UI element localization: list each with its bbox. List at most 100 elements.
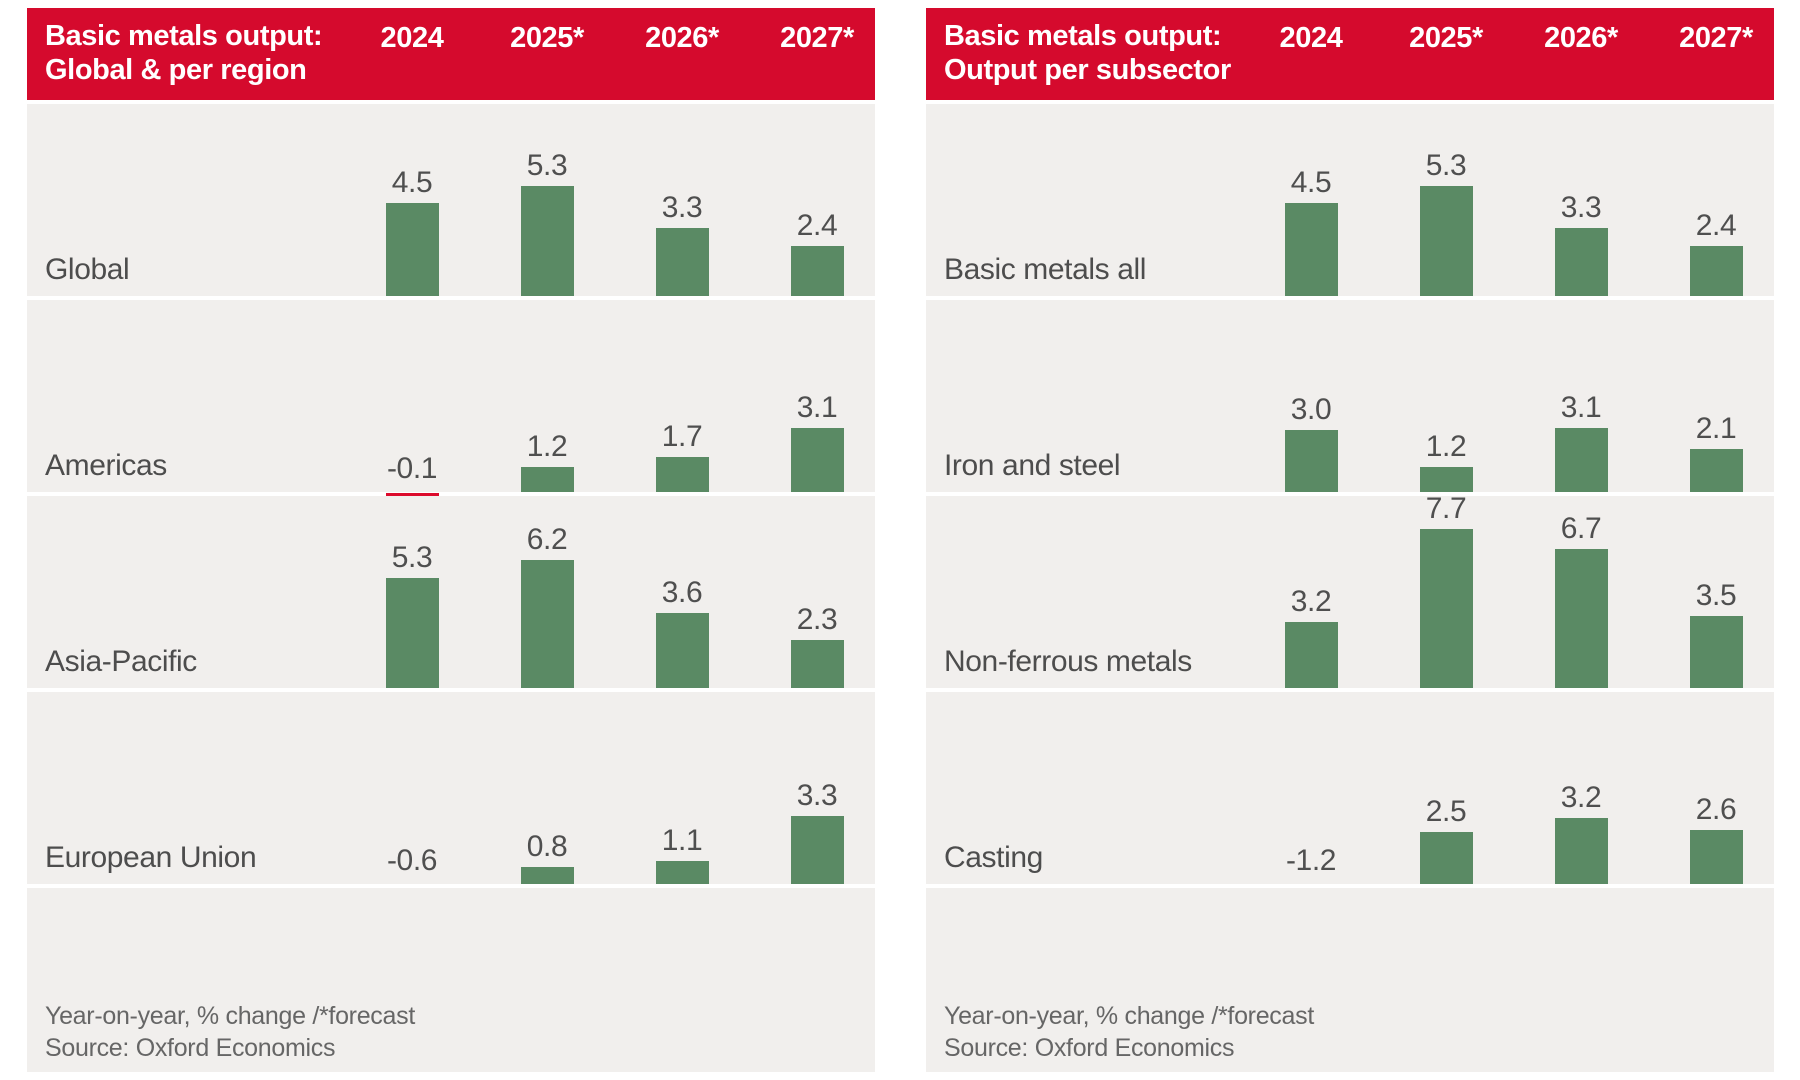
bar-positive (520, 560, 574, 688)
chart-title-line1: Basic metals output: (45, 20, 323, 52)
chart-title-line2: Output per subsector (944, 54, 1231, 86)
chart-footnote: Year-on-year, % change /*forecast (45, 1002, 415, 1030)
bar-positive (1419, 529, 1473, 688)
year-label: 2024 (380, 22, 444, 54)
bar-positive (655, 613, 709, 688)
value-label: 2.4 (796, 209, 838, 242)
value-label: 2.6 (1695, 793, 1737, 826)
panel-header: Basic metals output: Global & per region… (27, 8, 875, 100)
chart-rows: Global 4.5 5.3 3.3 2.4 Americas -0.1 1.2 1.7 3.1 A… (27, 104, 875, 900)
panel-header: Basic metals output: Output per subsecto… (926, 8, 1774, 100)
value-label: 3.2 (1560, 781, 1602, 814)
bar-positive (520, 467, 574, 492)
value-label: 0.8 (526, 830, 568, 863)
chart-row: Americas -0.1 1.2 1.7 3.1 (27, 300, 875, 497)
row-label: Basic metals all (944, 253, 1147, 286)
value-label: 4.5 (391, 166, 433, 199)
bar-positive (1689, 616, 1743, 688)
bar-positive (1419, 186, 1473, 296)
bar-positive (1689, 246, 1743, 296)
value-label: 4.5 (1290, 166, 1332, 199)
panel-footer: Year-on-year, % change /*forecast Source… (926, 888, 1774, 1072)
chart-source: Source: Oxford Economics (944, 1034, 1235, 1062)
value-label: 1.2 (1425, 430, 1467, 463)
value-label: 3.3 (796, 779, 838, 812)
value-label: 3.3 (661, 191, 703, 224)
chart-row: Global 4.5 5.3 3.3 2.4 (27, 104, 875, 296)
chart-row: Casting -1.2 2.5 3.2 2.6 (926, 692, 1774, 913)
value-label: -0.1 (386, 452, 438, 485)
bar-positive (520, 186, 574, 296)
chart-title-line2: Global & per region (45, 54, 307, 86)
row-label: Non-ferrous metals (944, 645, 1192, 678)
header-columns: 2024 2025* 2026* 2027* (27, 8, 875, 100)
year-label: 2025* (510, 22, 584, 54)
panel-global-per-region: Basic metals output: Global & per region… (27, 8, 875, 1072)
bar-positive (1554, 428, 1608, 492)
bar-positive (1419, 832, 1473, 884)
bar-positive (790, 640, 844, 688)
row-label: Iron and steel (944, 449, 1121, 482)
value-label: -1.2 (1285, 844, 1337, 877)
value-label: 3.1 (1560, 391, 1602, 424)
bar-positive (655, 861, 709, 884)
bar-positive (1284, 430, 1338, 492)
chart-title-line1: Basic metals output: (944, 20, 1222, 52)
value-label: 1.7 (661, 420, 703, 453)
chart-row: Iron and steel 3.0 1.2 3.1 2.1 (926, 300, 1774, 492)
chart-rows: Basic metals all 4.5 5.3 3.3 2.4 Iron and ste… (926, 104, 1774, 913)
bar-positive (655, 228, 709, 296)
row-label: Casting (944, 841, 1043, 874)
value-label: 2.5 (1425, 795, 1467, 828)
bar-positive (520, 867, 574, 884)
header-columns: 2024 2025* 2026* 2027* (926, 8, 1774, 100)
year-label: 2026* (645, 22, 719, 54)
value-label: 2.4 (1695, 209, 1737, 242)
chart-row: Asia-Pacific 5.3 6.2 3.6 2.3 (27, 496, 875, 688)
bar-negative (385, 493, 439, 497)
chart-title: Basic metals output: Global & per region (45, 19, 323, 87)
bar-positive (790, 816, 844, 884)
bar-positive (790, 428, 844, 492)
value-label: 3.1 (796, 391, 838, 424)
value-label: 7.7 (1425, 492, 1467, 525)
row-label: Americas (45, 449, 167, 482)
bar-positive (655, 457, 709, 492)
bar-positive (1554, 818, 1608, 884)
chart-row: Non-ferrous metals 3.2 7.7 6.7 3.5 (926, 492, 1774, 688)
chart-title: Basic metals output: Output per subsecto… (944, 19, 1231, 87)
panel-footer: Year-on-year, % change /*forecast Source… (27, 888, 875, 1072)
bar-positive (790, 246, 844, 296)
value-label: 1.2 (526, 430, 568, 463)
value-label: 3.3 (1560, 191, 1602, 224)
value-label: 3.6 (661, 576, 703, 609)
value-label: 5.3 (391, 541, 433, 574)
value-label: 3.0 (1290, 393, 1332, 426)
bar-positive (385, 578, 439, 688)
bar-positive (1554, 228, 1608, 296)
bar-positive (1689, 449, 1743, 492)
value-label: -0.6 (386, 844, 438, 877)
value-label: 3.5 (1695, 579, 1737, 612)
year-label: 2026* (1544, 22, 1618, 54)
value-label: 3.2 (1290, 585, 1332, 618)
bar-positive (385, 203, 439, 296)
chart-row: Basic metals all 4.5 5.3 3.3 2.4 (926, 104, 1774, 296)
year-label: 2024 (1279, 22, 1343, 54)
value-label: 6.2 (526, 523, 568, 556)
bar-positive (1284, 622, 1338, 688)
value-label: 5.3 (526, 149, 568, 182)
chart-source: Source: Oxford Economics (45, 1034, 336, 1062)
row-label: Global (45, 253, 130, 286)
panel-output-per-subsector: Basic metals output: Output per subsecto… (926, 8, 1774, 1072)
chart-row: European Union -0.6 0.8 1.1 3.3 (27, 692, 875, 900)
row-label: Asia-Pacific (45, 645, 197, 678)
value-label: 1.1 (661, 824, 703, 857)
bar-positive (1284, 203, 1338, 296)
value-label: 2.1 (1695, 412, 1737, 445)
bar-positive (1689, 830, 1743, 884)
chart-footnote: Year-on-year, % change /*forecast (944, 1002, 1314, 1030)
row-label: European Union (45, 841, 257, 874)
bar-positive (1419, 467, 1473, 492)
bar-positive (1554, 549, 1608, 688)
